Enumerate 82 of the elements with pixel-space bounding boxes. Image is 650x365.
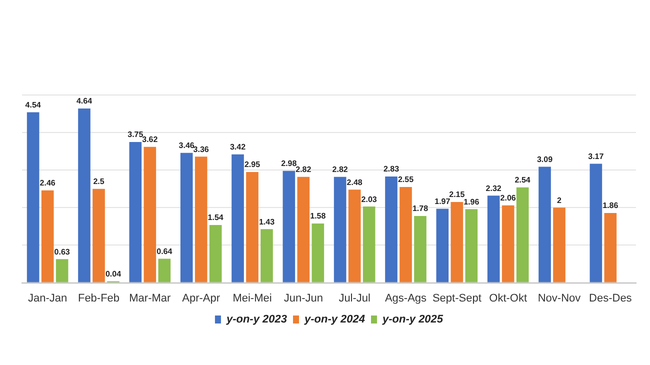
bar <box>92 188 105 282</box>
x-tick-label: Jun-Jun <box>284 292 323 304</box>
bar <box>538 166 551 282</box>
data-label: 2.48 <box>346 178 363 187</box>
data-label: 1.96 <box>464 197 480 206</box>
x-tick-label: Feb-Feb <box>78 292 120 304</box>
data-label: 2.46 <box>40 178 56 188</box>
bar <box>516 187 529 282</box>
data-label: 2.55 <box>398 175 414 184</box>
data-label: 2.54 <box>514 176 531 185</box>
x-tick-label: Sept-Sept <box>432 292 482 304</box>
bar <box>26 112 40 282</box>
data-label: 1.58 <box>310 212 326 221</box>
bar <box>312 223 324 282</box>
x-tick-label: Mar-Mar <box>129 292 172 304</box>
bar <box>194 156 208 282</box>
bar <box>553 208 566 282</box>
data-label: 1.43 <box>258 217 276 226</box>
bar <box>144 146 156 282</box>
data-label: 2 <box>557 196 562 205</box>
bar <box>604 212 617 282</box>
bar <box>282 170 296 282</box>
bar <box>78 108 90 282</box>
bar <box>297 176 310 282</box>
data-label: 0.04 <box>105 270 122 278</box>
bar <box>502 205 514 282</box>
x-tick-label: Nov-Nov <box>538 292 582 304</box>
x-tick-label: Jul-Jul <box>338 292 370 304</box>
bar <box>129 142 142 282</box>
bar <box>180 152 193 282</box>
data-label: 1.54 <box>208 213 224 222</box>
data-label: 2.98 <box>281 159 298 168</box>
data-label: 2.06 <box>500 194 516 203</box>
bar <box>158 258 171 282</box>
bar <box>260 229 273 282</box>
bar <box>436 208 449 282</box>
bar <box>334 176 346 282</box>
data-label: 3.17 <box>588 152 604 161</box>
bar <box>590 164 602 282</box>
data-label: 2.32 <box>486 184 502 193</box>
x-tick-label: Apr-Apr <box>182 292 220 304</box>
data-label: 4.54 <box>25 100 42 110</box>
bar <box>246 172 258 282</box>
x-tick-label: Des-Des <box>589 292 632 304</box>
data-label: 2.83 <box>383 164 400 174</box>
data-label: 1.97 <box>434 197 451 206</box>
data-label: 2.5 <box>93 177 105 186</box>
data-label: 2.15 <box>449 190 466 200</box>
bar <box>362 206 376 282</box>
data-label: 3.75 <box>128 130 144 140</box>
data-label: 4.64 <box>76 96 93 106</box>
bar <box>385 176 398 282</box>
bar <box>414 216 426 282</box>
legend-label: y-on-y 2023 <box>225 314 287 326</box>
data-label: 3.09 <box>536 154 554 164</box>
bar <box>450 202 464 282</box>
data-label: 2.82 <box>332 165 348 174</box>
bar <box>56 259 68 282</box>
data-label: 3.46 <box>178 141 195 150</box>
bar <box>209 224 222 282</box>
data-label: 2.95 <box>244 160 261 170</box>
x-tick-label: Okt-Okt <box>489 292 528 304</box>
data-label: 3.36 <box>193 144 210 154</box>
bar <box>465 209 478 282</box>
bar <box>400 187 412 282</box>
data-label: 2.82 <box>296 165 312 174</box>
legend-label: y-on-y 2024 <box>303 314 366 326</box>
bar <box>41 190 54 282</box>
data-label: 3.62 <box>142 135 158 144</box>
bar <box>232 154 244 282</box>
bar <box>487 196 500 282</box>
data-label: 2.03 <box>361 194 378 204</box>
bar <box>348 190 361 282</box>
legend-label: y-on-y 2025 <box>382 314 444 326</box>
data-label: 0.63 <box>54 247 70 256</box>
data-label: 1.86 <box>602 201 619 210</box>
data-label: 0.64 <box>156 246 173 256</box>
x-tick-label: Mei-Mei <box>232 292 272 304</box>
data-label: 3.42 <box>230 142 246 152</box>
x-tick-label: Jan-Jan <box>28 292 68 304</box>
data-label: 1.78 <box>412 204 429 214</box>
x-tick-label: Ags-Ags <box>384 292 428 304</box>
